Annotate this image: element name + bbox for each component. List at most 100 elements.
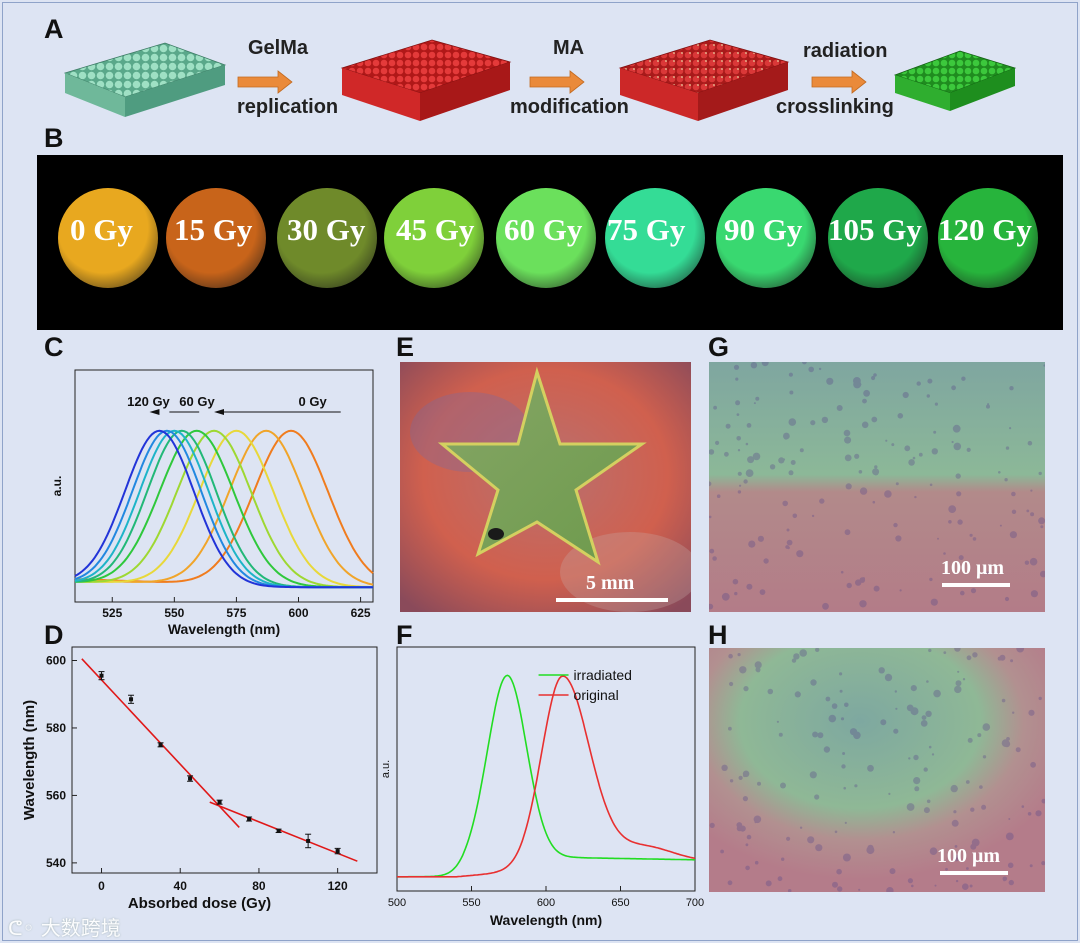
texture-dot xyxy=(925,710,932,717)
texture-dot xyxy=(780,782,786,789)
texture-dot xyxy=(808,366,814,373)
texture-dot xyxy=(889,868,896,875)
texture-dot xyxy=(955,879,959,883)
texture-dot xyxy=(745,469,754,477)
texture-dot xyxy=(971,838,980,847)
texture-dot xyxy=(757,781,761,786)
data-point xyxy=(158,742,163,747)
texture-dot xyxy=(787,546,790,550)
texture-dot xyxy=(929,483,933,487)
step-2-top: MA xyxy=(553,37,585,59)
texture-dot xyxy=(712,556,717,561)
panel-a-schematic xyxy=(63,39,1017,121)
texture-dot xyxy=(785,545,790,549)
texture-dot xyxy=(754,661,762,669)
x-tick-label: 600 xyxy=(537,897,555,909)
texture-dot xyxy=(754,821,757,824)
texture-dot xyxy=(840,570,844,574)
texture-dot xyxy=(743,773,747,778)
texture-dot xyxy=(910,685,917,692)
texture-dot xyxy=(761,362,769,367)
micrograph-g: 100 μm xyxy=(709,362,1045,612)
texture-dot xyxy=(872,468,880,476)
texture-dot xyxy=(934,884,937,887)
texture-dot xyxy=(735,400,741,406)
texture-dot xyxy=(1011,491,1016,497)
annotation-60gy: 60 Gy xyxy=(179,394,215,409)
texture-dot xyxy=(739,825,746,832)
texture-dot xyxy=(948,520,952,524)
texture-dot xyxy=(962,678,966,681)
texture-dot xyxy=(872,500,876,504)
texture-dot xyxy=(844,702,849,708)
texture-dot xyxy=(1021,805,1025,808)
texture-dot xyxy=(931,753,935,756)
texture-dot xyxy=(728,726,732,731)
texture-dot xyxy=(913,754,919,761)
texture-dot xyxy=(1038,517,1045,525)
panel-label-c: C xyxy=(44,332,64,362)
axes-frame xyxy=(74,369,374,603)
texture-dot xyxy=(854,453,860,459)
texture-dot xyxy=(923,807,930,814)
texture-dot xyxy=(713,405,717,410)
x-tick-label: 700 xyxy=(686,897,704,909)
texture-dot xyxy=(836,405,843,411)
texture-dot xyxy=(728,653,733,659)
dose-disk xyxy=(938,188,1038,288)
texture-dot xyxy=(831,703,838,709)
step-1-top: GelMa xyxy=(248,37,309,59)
texture-dot xyxy=(895,535,902,542)
texture-dot xyxy=(832,881,838,888)
texture-dot xyxy=(880,719,887,726)
texture-dot xyxy=(886,887,894,892)
texture-dot xyxy=(899,589,902,592)
y-axis-label: a.u. xyxy=(380,760,392,778)
texture-dot xyxy=(790,460,796,465)
texture-dot xyxy=(815,844,823,852)
texture-dot xyxy=(745,442,749,446)
texture-dot xyxy=(844,454,852,462)
data-point xyxy=(335,849,340,854)
x-tick-label: 0 xyxy=(98,879,105,893)
texture-dot xyxy=(931,448,938,455)
texture-dot xyxy=(912,456,916,460)
step-3-bottom: crosslinking xyxy=(776,96,894,118)
texture-dot xyxy=(1008,879,1014,886)
texture-dot xyxy=(911,884,914,888)
texture-dot xyxy=(858,888,861,891)
legend-irradiated: irradiated xyxy=(574,667,632,683)
texture-dot xyxy=(1040,570,1045,578)
texture-dot xyxy=(752,452,761,461)
x-tick-label: 625 xyxy=(351,606,371,620)
texture-dot xyxy=(721,764,728,771)
texture-dot xyxy=(1015,747,1021,753)
texture-dot xyxy=(951,385,956,391)
texture-dot xyxy=(729,779,734,783)
arrow-icon xyxy=(237,70,293,94)
micrograph-g-image xyxy=(709,362,1045,612)
texture-dot xyxy=(792,513,798,519)
texture-dot xyxy=(788,470,794,476)
spectrum-line xyxy=(74,429,373,589)
x-axis-label: Wavelength (nm) xyxy=(168,621,280,637)
texture-dot xyxy=(945,867,948,871)
texture-dot xyxy=(783,432,790,440)
texture-dot xyxy=(1027,812,1032,816)
panel-label-b: B xyxy=(44,123,64,153)
texture-dot xyxy=(1024,560,1030,565)
texture-dot xyxy=(952,854,960,862)
texture-dot xyxy=(999,524,1002,527)
data-point xyxy=(276,828,281,833)
dose-label: 15 Gy xyxy=(174,212,253,247)
texture-dot xyxy=(987,403,990,406)
texture-dot xyxy=(812,731,819,738)
spectrum-line xyxy=(74,429,373,589)
x-axis-label: Absorbed dose (Gy) xyxy=(128,895,271,912)
texture-dot xyxy=(842,752,846,755)
texture-dot xyxy=(895,482,899,486)
texture-dot xyxy=(858,470,863,474)
x-tick-label: 120 xyxy=(328,879,348,893)
panel-label-a: A xyxy=(44,14,64,44)
